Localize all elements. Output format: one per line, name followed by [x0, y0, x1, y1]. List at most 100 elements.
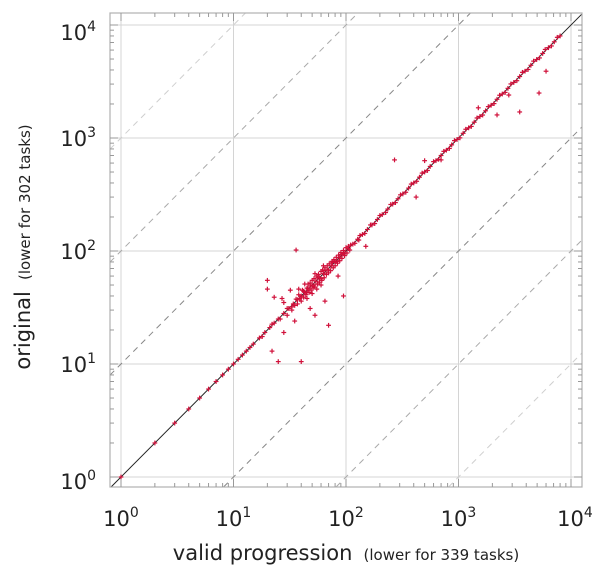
data-point	[438, 153, 444, 158]
data-point	[466, 125, 472, 131]
data-point	[264, 277, 270, 283]
data-point	[374, 217, 380, 222]
data-point	[494, 96, 500, 102]
data-point	[522, 68, 528, 74]
data-point	[284, 312, 290, 318]
data-point	[505, 85, 511, 91]
data-point	[352, 240, 358, 246]
data-point	[543, 68, 549, 74]
y-axis-title-main: original	[11, 291, 35, 370]
data-point	[309, 291, 315, 296]
x-axis-title-note: (lower for 339 tasks)	[364, 546, 520, 564]
data-point	[312, 271, 318, 277]
data-point	[318, 282, 324, 288]
data-point	[537, 55, 542, 61]
data-point	[281, 300, 287, 305]
data-point	[321, 263, 326, 269]
data-point	[411, 180, 417, 186]
data-point	[259, 334, 265, 339]
data-point	[250, 341, 256, 347]
data-point	[269, 321, 275, 327]
data-point	[425, 168, 430, 173]
data-point	[474, 115, 480, 121]
data-point	[300, 287, 305, 293]
data-point	[303, 292, 309, 298]
data-point	[301, 294, 307, 300]
y-tick-label-4-exp: 4	[87, 19, 96, 35]
data-point	[338, 250, 344, 255]
dashed-line-above-100	[109, 12, 359, 263]
data-point	[508, 81, 514, 87]
data-point	[408, 181, 414, 187]
data-point	[383, 210, 389, 215]
data-point	[506, 92, 512, 98]
data-points	[118, 33, 563, 480]
data-point	[321, 275, 327, 281]
data-point	[488, 102, 494, 108]
data-point	[452, 138, 457, 144]
data-point	[417, 174, 422, 180]
data-point	[362, 231, 368, 236]
data-point	[499, 91, 505, 97]
data-point	[341, 293, 346, 299]
data-point	[284, 306, 290, 311]
data-point	[295, 301, 300, 307]
data-point	[307, 280, 313, 286]
data-point	[240, 352, 245, 358]
data-point	[546, 45, 551, 51]
data-point	[413, 194, 419, 200]
data-point	[186, 406, 192, 412]
y-tick-label-3-exp: 3	[87, 125, 96, 141]
data-point	[331, 257, 337, 262]
data-point	[427, 164, 433, 169]
y-tick-label-1-base: 10	[60, 353, 87, 377]
data-point	[475, 105, 481, 111]
data-point	[243, 348, 249, 354]
data-point	[172, 420, 178, 426]
data-point	[460, 130, 466, 136]
data-point	[388, 202, 394, 207]
data-point	[419, 170, 425, 176]
data-point	[477, 114, 483, 119]
x-tick-label-2: 102	[328, 505, 364, 531]
data-point	[213, 379, 219, 384]
data-point	[267, 325, 273, 330]
data-point	[511, 80, 517, 85]
data-point	[118, 474, 124, 480]
data-point	[531, 58, 536, 64]
data-point	[356, 237, 362, 243]
data-point	[483, 108, 488, 114]
data-point	[431, 159, 436, 165]
data-point	[257, 335, 262, 341]
data-point	[328, 268, 334, 274]
y-tick-label-1: 101	[60, 351, 96, 377]
data-point	[414, 178, 420, 184]
data-point	[368, 222, 373, 228]
x-tick-label-1-base: 10	[216, 507, 243, 531]
data-point	[554, 34, 560, 40]
x-tick-label-2-exp: 2	[355, 505, 364, 521]
data-point	[339, 256, 345, 261]
y-tick-label-2-exp: 2	[87, 238, 96, 254]
data-point	[262, 330, 268, 335]
dashed-line-above-1000	[109, 12, 246, 150]
data-point	[525, 67, 531, 72]
data-point	[400, 191, 406, 197]
data-point	[197, 395, 203, 401]
data-point	[344, 250, 350, 256]
data-point	[293, 296, 299, 302]
data-point	[377, 213, 383, 218]
data-point	[220, 372, 225, 378]
data-point	[347, 247, 353, 253]
data-point	[436, 156, 441, 162]
data-point	[342, 253, 347, 259]
data-point	[326, 322, 331, 328]
data-point	[372, 221, 378, 226]
x-axis-title-main: valid progression	[173, 541, 353, 565]
data-point	[326, 261, 332, 267]
data-point	[296, 286, 302, 292]
data-point	[281, 311, 287, 316]
y-tick-label-4-base: 10	[60, 21, 87, 45]
data-point	[395, 196, 401, 202]
